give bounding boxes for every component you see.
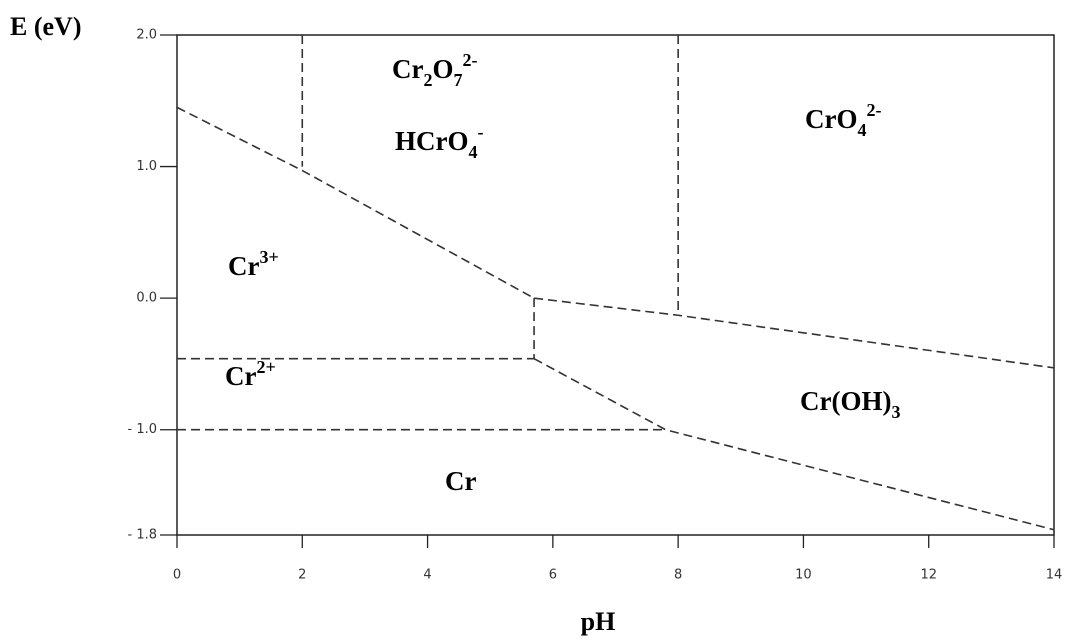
x-axis-title: pH (581, 607, 616, 636)
boundary-line (534, 359, 1054, 530)
x-tick-label: 4 (423, 568, 431, 583)
x-tick-label: 10 (795, 568, 812, 583)
region-label-part: Cr (225, 361, 256, 391)
region-label-part: Cr(OH) (800, 386, 891, 416)
region-label: Cr2+ (225, 357, 276, 391)
region-label-part: Cr (392, 54, 423, 84)
y-tick-label: 0.0 (136, 291, 157, 306)
region-label-part: HCrO (395, 126, 469, 156)
region-label-part: 2- (463, 50, 478, 70)
region-label-part: 2 (423, 70, 432, 90)
x-tick-label: 6 (549, 568, 557, 583)
y-tick-label: - 1.0 (128, 422, 158, 437)
region-label-part: 4 (857, 120, 866, 140)
region-label: Cr(OH)3 (800, 386, 900, 422)
region-label-part: 2+ (256, 357, 275, 377)
region-label: CrO42- (805, 100, 881, 140)
region-label: HCrO4- (395, 122, 484, 162)
y-axis-title: E (eV) (10, 12, 81, 41)
region-label: Cr (445, 466, 476, 496)
region-label-part: 2- (866, 100, 881, 120)
x-tick-label: 0 (173, 568, 181, 583)
region-label-part: O (432, 54, 453, 84)
region-label-part: Cr (228, 251, 259, 281)
x-tick-label: 12 (920, 568, 937, 583)
region-label-part: 7 (454, 70, 463, 90)
y-tick-label: - 1.8 (128, 528, 158, 543)
region-label-part: Cr (445, 466, 476, 496)
x-tick-label: 14 (1046, 568, 1063, 583)
region-label-part: CrO (805, 104, 857, 134)
chart: E (eV) pH 2.0 1.0 0.0 - 1.0 - 1.8 0 2 4 6 8 10 12 14… (0, 0, 1068, 642)
region-label: Cr3+ (228, 247, 279, 281)
y-tick-label: 1.0 (136, 159, 157, 174)
boundary-line (534, 298, 1054, 368)
x-tick-label: 2 (298, 568, 306, 583)
y-tick-label: 2.0 (136, 28, 157, 43)
x-tick-label: 8 (674, 568, 682, 583)
region-label: Cr2O72- (392, 50, 478, 90)
region-label-part: 3 (891, 402, 900, 422)
region-label-part: - (478, 122, 484, 142)
region-label-part: 4 (469, 142, 478, 162)
plot-frame (177, 35, 1054, 535)
region-label-part: 3+ (259, 247, 278, 267)
